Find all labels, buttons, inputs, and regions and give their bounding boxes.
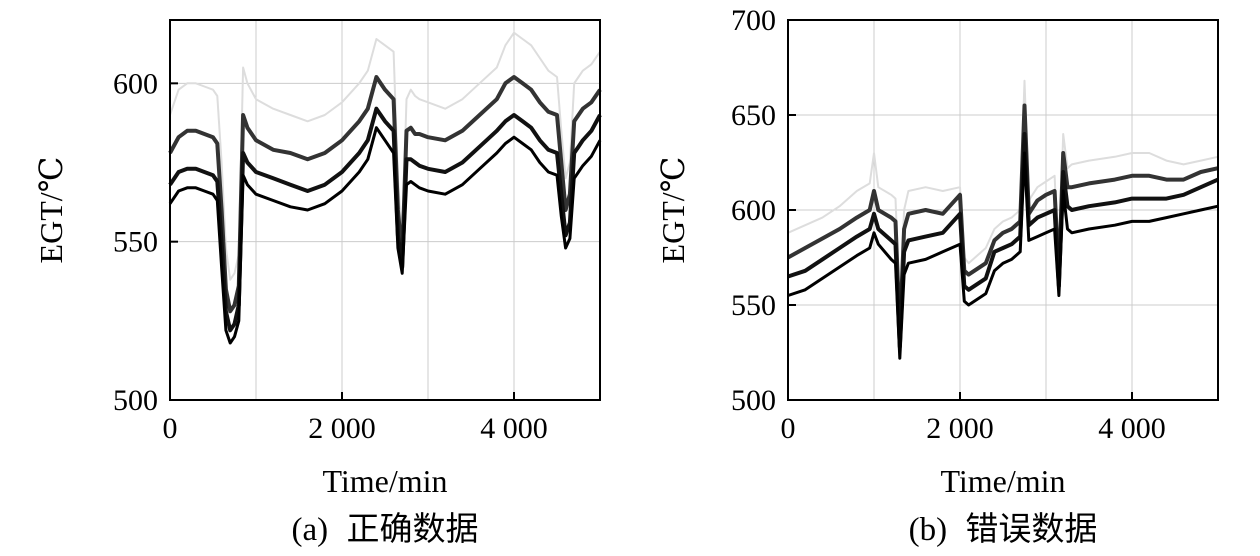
y-tick-label: 500 bbox=[731, 384, 776, 417]
chart-panel-a: 500 550 600 0 2 000 4 000 Time/min EGT/℃ bbox=[33, 19, 602, 499]
x-tick-label: 4 000 bbox=[480, 412, 548, 445]
caption-b-prefix: (b) bbox=[909, 512, 947, 548]
series-line-1 bbox=[787, 79, 1219, 310]
caption-b: (b) 错误数据 bbox=[909, 511, 1098, 548]
series-line-4 bbox=[787, 151, 1219, 360]
y-tick-label: 600 bbox=[113, 67, 158, 100]
y-axis-label: EGT/℃ bbox=[33, 157, 69, 264]
series-line-2 bbox=[168, 75, 602, 314]
y-tick-label: 550 bbox=[731, 289, 776, 322]
series-line-4 bbox=[168, 126, 602, 345]
series-line-3 bbox=[787, 132, 1219, 349]
y-tick-label: 650 bbox=[731, 99, 776, 132]
plot-frame bbox=[169, 19, 601, 401]
x-tick-label: 2 000 bbox=[308, 412, 376, 445]
series-line-2 bbox=[787, 103, 1219, 336]
y-tick-label: 500 bbox=[113, 384, 158, 417]
x-tick-label: 0 bbox=[781, 412, 796, 445]
x-axis-label: Time/min bbox=[322, 463, 447, 499]
x-tick-label: 2 000 bbox=[926, 412, 994, 445]
x-tick-label: 0 bbox=[163, 412, 178, 445]
caption-a-prefix: (a) bbox=[292, 512, 329, 548]
chart-panel-b: 500 550 600 650 700 0 2 000 4 000 Time/min EGT/℃ bbox=[655, 4, 1219, 499]
x-tick-label: 4 000 bbox=[1098, 412, 1166, 445]
y-tick-label: 550 bbox=[113, 226, 158, 259]
x-axis-label: Time/min bbox=[940, 463, 1065, 499]
caption-a: (a) 正确数据 bbox=[292, 511, 479, 548]
y-tick-label: 600 bbox=[731, 194, 776, 227]
caption-a-text: 正确数据 bbox=[346, 511, 478, 548]
y-tick-label: 700 bbox=[731, 4, 776, 37]
caption-b-text: 错误数据 bbox=[965, 511, 1097, 548]
y-axis-label: EGT/℃ bbox=[655, 157, 691, 264]
